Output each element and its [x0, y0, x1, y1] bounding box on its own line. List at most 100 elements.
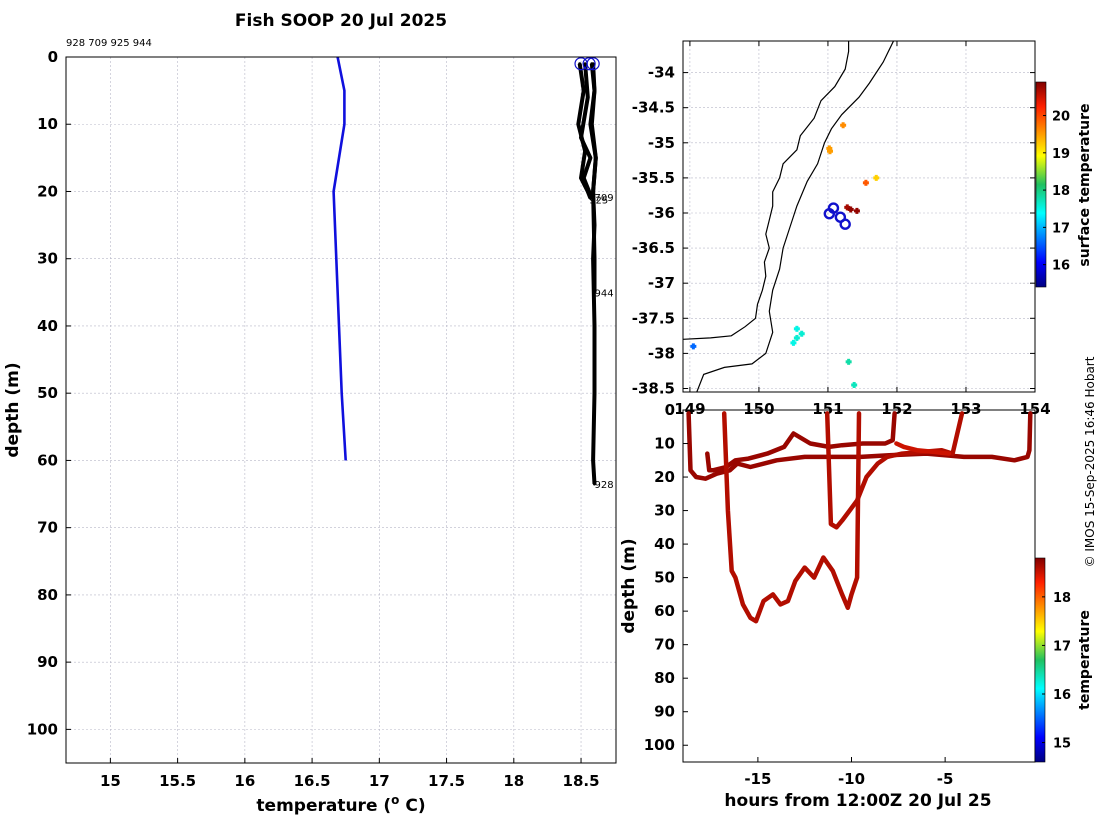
sst-marker	[795, 325, 799, 332]
profile-point	[583, 149, 587, 153]
map-colorbar-tick-label: 17	[1052, 221, 1070, 236]
coastline	[683, 41, 850, 340]
profile-x-tick-label: 18.5	[563, 772, 600, 790]
map-x-tick-label: 151	[812, 400, 843, 418]
map-x-tick-label: 153	[950, 400, 981, 418]
map-y-tick-label: -37	[648, 274, 675, 292]
profile-end-label: 928	[594, 480, 613, 491]
profile-location-marker	[839, 218, 851, 230]
profile-point	[592, 257, 596, 261]
section-y-tick-label: 0	[665, 401, 675, 419]
profile-y-tick-label: 0	[48, 48, 58, 66]
section-y-tick-label: 20	[654, 468, 675, 486]
profile-grid	[66, 56, 616, 763]
sst-marker	[855, 207, 859, 214]
section-x-tick-label: -5	[937, 770, 954, 788]
profile-point	[592, 324, 596, 328]
profile-y-tick-label: 70	[37, 519, 58, 537]
profile-y-tick-label: 60	[37, 451, 58, 469]
figure-title: Fish SOOP 20 Jul 2025	[235, 11, 447, 31]
map-colorbar-tick-label: 19	[1052, 147, 1070, 162]
map-y-tick-label: -34	[648, 64, 675, 82]
section-y-axis-label: depth (m)	[619, 538, 639, 633]
map-background	[683, 41, 1035, 392]
profile-surface-marker	[586, 57, 600, 71]
section-x-tick-label: -15	[744, 770, 771, 788]
profile-point	[591, 189, 595, 193]
profile-point	[588, 122, 592, 126]
section-track	[705, 411, 897, 473]
profile-x-axis-label: temperature (o C)	[256, 793, 425, 816]
section-colorbar-tick-label: 16	[1053, 688, 1071, 703]
section-y-tick-label: 70	[654, 636, 675, 654]
map-y-tick-label: -36.5	[632, 239, 675, 257]
map-colorbar-tick-label: 20	[1052, 110, 1070, 125]
sst-marker	[847, 358, 851, 365]
profile-point	[592, 482, 596, 486]
section-y-tick-label: 100	[644, 736, 675, 754]
map-colorbar-tick-label: 16	[1052, 259, 1070, 274]
profile-x-tick-label: 15.5	[159, 772, 196, 790]
sst-marker	[791, 339, 795, 346]
map-y-tick-label: -36	[648, 204, 675, 222]
profile-x-tick-label: 17	[369, 772, 390, 790]
profile-point	[588, 156, 592, 160]
map-y-tick-label: -37.5	[632, 309, 675, 327]
map-x-tick-label: 150	[743, 400, 774, 418]
profile-x-tick-label: 16	[234, 772, 255, 790]
section-colorbar-tick-label: 18	[1053, 591, 1071, 606]
section-x-axis-label: hours from 12:00Z 20 Jul 25	[724, 791, 991, 811]
imos-credit: © IMOS 15-Sep-2025 16:46 Hobart	[1083, 356, 1097, 567]
profile-y-tick-label: 20	[37, 182, 58, 200]
map-y-tick-label: -34.5	[632, 99, 675, 117]
map-panel: 149 150 151 152 153 154 -34 -34.5 -35 -35.5 -36 -36…	[632, 40, 1093, 418]
section-y-tick-label: 30	[654, 502, 675, 520]
profile-x-tick-label: 15	[100, 772, 121, 790]
mean-profile-line	[332, 57, 347, 461]
sst-marker	[795, 334, 799, 341]
section-colorbar-tick-label: 17	[1053, 639, 1071, 654]
profile-point	[588, 196, 592, 200]
section-colorbar-tick-label: 15	[1053, 737, 1071, 752]
section-track	[721, 411, 862, 624]
profile-y-tick-label: 40	[37, 317, 58, 335]
map-x-tick-label: 154	[1019, 400, 1050, 418]
section-y-tick-label: 50	[654, 569, 675, 587]
profile-point	[592, 89, 596, 93]
profile-point	[586, 189, 590, 193]
section-track	[894, 441, 952, 456]
profile-x-tick-label: 16.5	[294, 772, 331, 790]
profile-y-tick-label: 10	[37, 115, 58, 133]
profile-end-label: 709	[594, 193, 613, 204]
section-y-tick-label: 60	[654, 602, 675, 620]
section-y-tick-label: 10	[654, 435, 675, 453]
map-colorbar-label: surface temperature	[1077, 103, 1093, 266]
section-y-tick-label: 80	[654, 669, 675, 687]
sst-marker	[691, 343, 695, 350]
section-colorbar-label: temperature	[1077, 610, 1093, 710]
section-x-tick-label: -10	[838, 770, 865, 788]
profile-x-axis-label-sup: o	[391, 793, 399, 807]
map-colorbar-ticks: 16 17 18 19 20	[1043, 110, 1070, 274]
profile-point	[591, 458, 595, 462]
profile-point	[582, 89, 586, 93]
profile-y-tick-label: 90	[37, 653, 58, 671]
profile-x-tick-label: 17.5	[428, 772, 465, 790]
map-y-tick-label: -38	[648, 344, 675, 362]
profile-location-marker	[823, 207, 836, 220]
profile-point	[578, 62, 582, 66]
profile-point	[576, 122, 580, 126]
section-y-tick-label: 90	[654, 703, 675, 721]
isobath-line	[696, 41, 895, 392]
profile-axes-box	[65, 56, 617, 764]
map-axes-box	[682, 40, 1036, 393]
profile-y-tick-label: 50	[37, 384, 58, 402]
profile-x-axis-label-main: temperature (	[256, 796, 391, 816]
sst-marker	[864, 179, 868, 186]
section-plot	[686, 411, 1033, 624]
sst-marker	[841, 122, 845, 129]
map-y-tick-label: -35	[648, 134, 675, 152]
section-colorbar-ticks: 15 16 17 18	[1042, 591, 1071, 752]
